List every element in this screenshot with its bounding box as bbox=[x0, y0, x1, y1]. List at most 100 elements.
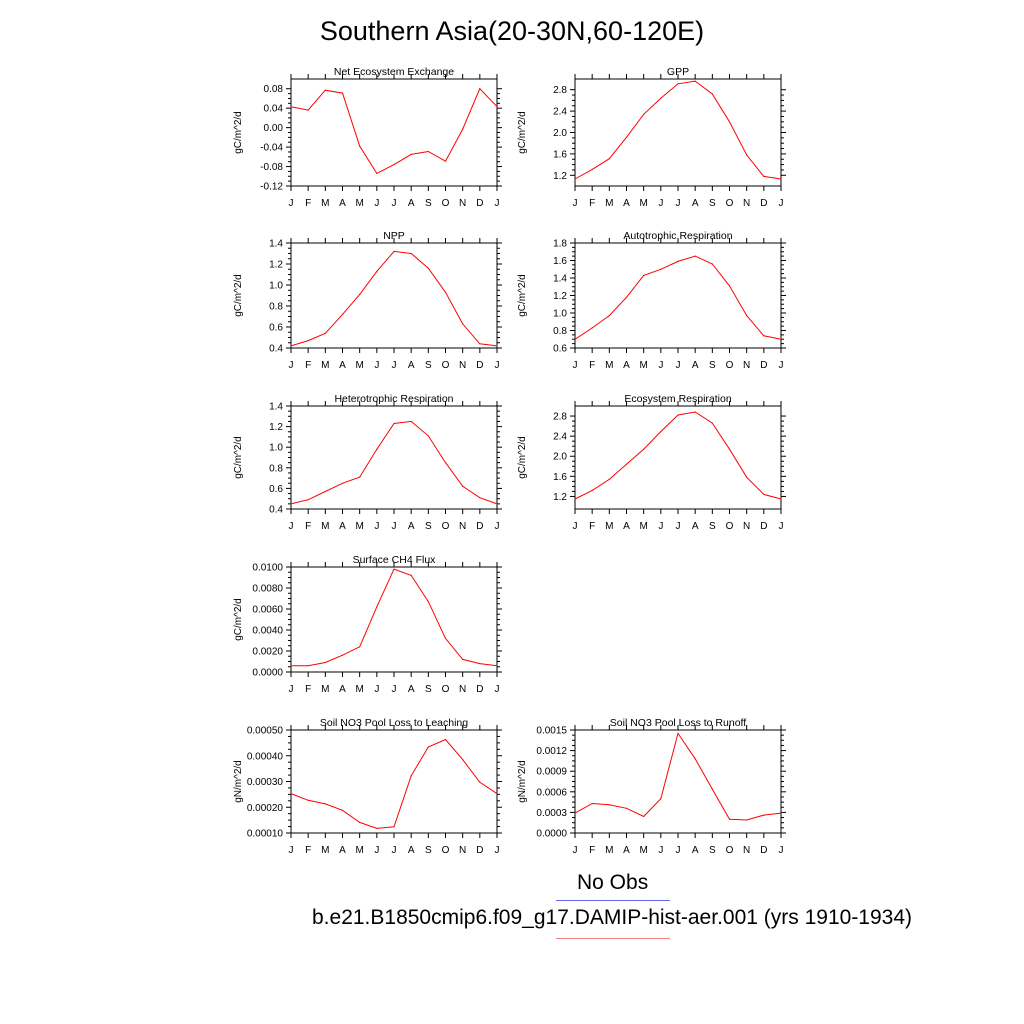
x-tick-label: A bbox=[339, 198, 346, 209]
y-tick-label: 0.0003 bbox=[536, 808, 567, 819]
y-tick-label: 1.6 bbox=[553, 149, 567, 160]
x-tick-label: D bbox=[760, 198, 767, 209]
x-tick-label: J bbox=[495, 521, 500, 532]
data-point bbox=[591, 802, 593, 805]
x-tick-label: O bbox=[726, 521, 734, 532]
data-point bbox=[359, 293, 361, 296]
data-point bbox=[290, 503, 292, 505]
y-tick-label: 0.00020 bbox=[247, 803, 284, 814]
y-tick-label: 2.8 bbox=[553, 412, 567, 423]
panel-9: Soil NO3 Pool Loss to RunoffgN/m^2/d0.00… bbox=[517, 717, 786, 856]
data-point bbox=[677, 414, 679, 416]
y-tick-label: 0.0080 bbox=[252, 584, 283, 595]
data-point bbox=[677, 260, 679, 262]
x-tick-label: O bbox=[442, 198, 450, 209]
panel-title: Heterotrophic Respiration bbox=[334, 393, 453, 405]
series-line bbox=[290, 87, 498, 175]
data-point bbox=[393, 250, 395, 252]
data-point bbox=[410, 153, 412, 155]
plot-frame bbox=[290, 729, 498, 834]
y-tick-label: 1.0 bbox=[269, 443, 283, 454]
y-tick-label: -0.08 bbox=[260, 162, 283, 173]
data-point bbox=[307, 799, 309, 801]
x-tick-label: A bbox=[339, 521, 346, 532]
x-tick-label: J bbox=[374, 521, 379, 532]
x-tick-label: M bbox=[605, 845, 613, 856]
x-tick-label: J bbox=[374, 360, 379, 371]
data-point bbox=[324, 490, 326, 493]
x-tick-label: M bbox=[355, 198, 363, 209]
y-tick-label: 2.4 bbox=[553, 107, 567, 118]
data-point bbox=[780, 178, 782, 180]
x-tick-label: J bbox=[573, 198, 578, 209]
x-tick-label: S bbox=[709, 845, 716, 856]
x-tick-label: J bbox=[658, 198, 663, 209]
data-point bbox=[376, 270, 378, 272]
y-tick-label: 0.0006 bbox=[536, 787, 567, 798]
data-point bbox=[643, 815, 645, 818]
data-point bbox=[591, 489, 593, 492]
x-tick-label: N bbox=[459, 845, 466, 856]
data-point bbox=[660, 97, 662, 99]
plot-frame bbox=[290, 566, 498, 673]
data-point bbox=[677, 732, 679, 735]
x-tick-label: N bbox=[743, 198, 750, 209]
y-tick-label: 0.8 bbox=[269, 463, 283, 474]
panel-4: Autotrophic Respiration gC/m^2/d 0.6 0.8 1.0… bbox=[517, 230, 786, 371]
data-point bbox=[746, 154, 748, 156]
x-tick-label: S bbox=[425, 360, 432, 371]
x-tick-label: F bbox=[305, 684, 311, 695]
data-point bbox=[427, 601, 429, 603]
x-tick-label: M bbox=[605, 521, 613, 532]
series-line bbox=[574, 80, 782, 180]
x-tick-label: J bbox=[392, 684, 397, 695]
plot-frame bbox=[574, 242, 782, 349]
x-tick-label: O bbox=[726, 360, 734, 371]
y-tick-label: 0.0040 bbox=[252, 626, 283, 637]
data-point bbox=[376, 172, 378, 174]
panel-title: Net Ecosystem Exchange bbox=[334, 66, 454, 78]
x-tick-label: D bbox=[476, 360, 483, 371]
x-tick-label: A bbox=[408, 360, 415, 371]
x-tick-label: J bbox=[392, 521, 397, 532]
data-point bbox=[462, 128, 464, 130]
x-tick-label: A bbox=[408, 198, 415, 209]
x-tick-label: J bbox=[658, 845, 663, 856]
x-tick-label: J bbox=[573, 360, 578, 371]
y-tick-label: 0.6 bbox=[269, 484, 283, 495]
x-tick-label: J bbox=[495, 845, 500, 856]
data-point bbox=[591, 327, 593, 329]
data-point bbox=[479, 781, 481, 783]
data-point bbox=[359, 145, 361, 147]
data-point bbox=[393, 568, 395, 570]
x-tick-label: M bbox=[355, 360, 363, 371]
y-tick-label: 0.0060 bbox=[252, 605, 283, 616]
y-tick-label: 1.6 bbox=[553, 472, 567, 483]
x-tick-label: O bbox=[726, 845, 734, 856]
y-tick-label: -0.04 bbox=[260, 143, 283, 154]
panel-title: NPP bbox=[383, 230, 405, 242]
data-point bbox=[444, 462, 447, 464]
x-tick-label: A bbox=[408, 845, 415, 856]
data-point bbox=[574, 338, 576, 340]
x-tick-label: M bbox=[355, 684, 363, 695]
x-tick-label: M bbox=[321, 360, 329, 371]
panel-7: Surface CH4 Flux gC/m^2/d 0.0000 0.0020 0.00… bbox=[233, 554, 502, 695]
x-tick-label: J bbox=[495, 360, 500, 371]
x-tick-label: S bbox=[709, 521, 716, 532]
x-tick-label: J bbox=[392, 845, 397, 856]
x-tick-label: A bbox=[692, 845, 699, 856]
panel-title: Surface CH4 Flux bbox=[353, 554, 437, 566]
y-tick-label: 1.4 bbox=[269, 402, 283, 413]
data-point bbox=[462, 759, 464, 761]
series-line bbox=[574, 255, 782, 340]
x-tick-label: D bbox=[760, 845, 767, 856]
series-line bbox=[574, 411, 782, 500]
data-point bbox=[711, 263, 713, 265]
data-point bbox=[324, 89, 326, 91]
data-point bbox=[496, 345, 498, 347]
x-tick-label: A bbox=[623, 360, 630, 371]
data-point bbox=[780, 812, 782, 814]
x-tick-label: F bbox=[305, 360, 311, 371]
